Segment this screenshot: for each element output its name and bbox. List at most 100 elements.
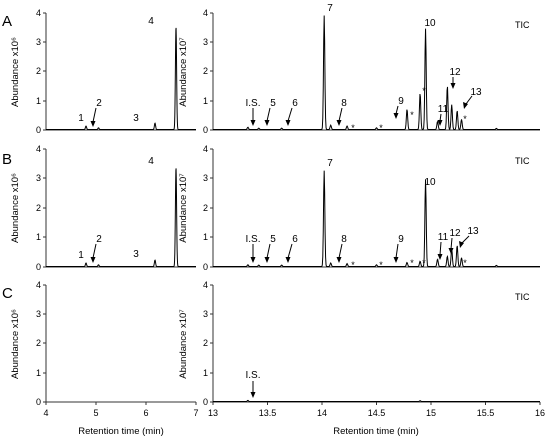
panel-a-right-ytick-1: 1 [203,96,208,106]
panel-b-peak-7: 7 [327,158,333,169]
panel-a-axes [43,12,540,131]
panel-c-right-ytick-2: 2 [203,338,208,348]
panel-b-star-2: * [379,260,383,270]
panel-a-yticks-marks [43,12,213,131]
panel-b-arrow-9 [393,243,399,263]
panel-b-yticks-marks [43,148,213,268]
panel-b-peak-12: 12 [449,228,461,239]
panel-b-peak-9: 9 [398,234,404,245]
panel-b-peak-5: 5 [270,234,276,245]
panel-b-arrow-11 [437,241,443,260]
panel-b-peak-1: 1 [78,250,84,261]
panel-a-peak-5: 5 [270,98,276,109]
panel-b-peak-8: 8 [341,234,347,245]
panel-b-arrow-6 [285,243,293,263]
panel-b-right-ytick-2: 2 [203,203,208,213]
panel-a-left-ytick-2: 2 [36,66,41,76]
panel-a-peak-4: 4 [148,16,154,27]
panel-c-right-ytick-4: 4 [203,280,208,290]
panel-c-left-yticks: 0 1 2 3 4 [36,280,41,407]
panel-c-right-ytick-1: 1 [203,368,208,378]
panel-c-right-yticks: 0 1 2 3 4 [203,280,208,407]
panel-c-right-xtick-13-5: 13.5 [259,408,277,418]
panel-c-tic-label: TIC [515,292,530,302]
panel-b-right-ytick-1: 1 [203,232,208,242]
panel-a-arrow-12 [450,77,456,89]
panel-a-arrow-is [250,108,256,126]
panel-c-right-trace [213,399,540,403]
panel-b-left-ytick-4: 4 [36,144,41,154]
panel-a-arrow-13 [463,95,473,109]
panel-c-right-xlabel: Retention time (min) [333,426,419,437]
panel-a-tic-label: TIC [515,20,530,30]
panel-b-peak-13: 13 [467,226,479,237]
panel-a-peak-is: I.S. [245,98,260,109]
panel-b-arrow-is [250,244,256,263]
panel-b-star-4: * [422,258,426,268]
panel-a-arrow-2 [90,107,97,127]
panel-a-left-ytick-4: 4 [36,8,41,18]
panel-b-peak-11: 11 [438,232,449,243]
panel-c-arrow-is [250,381,256,398]
panel-a-right-ytick-3: 3 [203,37,208,47]
panel-b-right-trace [213,170,540,268]
panel-a-left-ylabel: Abundance x10⁶ [10,37,21,107]
panel-a-arrow-6 [285,107,293,126]
panel-c-right-xtick-15: 15 [426,408,436,418]
panel-a-star-1: * [351,123,355,133]
panel-a-peak-7: 7 [327,3,333,14]
panel-a-peak-3: 3 [133,113,139,124]
panel-b-right-ytick-0: 0 [203,262,208,272]
panel-c-left-ytick-3: 3 [36,309,41,319]
panel-c-left-ylabel: Abundance x10⁶ [10,309,21,379]
panel-a: A TIC Abundance x10⁶ Abundance x10⁷ 0 1 … [2,3,540,135]
panel-a-left-ytick-1: 1 [36,96,41,106]
panel-c-right-xtick-14: 14 [317,408,327,418]
panel-b-label: B [2,151,12,168]
panel-c: C TIC Abundance x10⁶ Abundance x10⁷ 0 1 … [2,280,545,437]
panel-c-left-xtick-5: 5 [93,408,98,418]
panel-a-left-yticks: 0 1 2 3 4 [36,8,41,135]
panel-b-arrow-12 [448,237,454,254]
panel-a-right-ytick-2: 2 [203,66,208,76]
panel-b-arrow-8 [336,243,343,263]
panel-b-left-yticks: 0 1 2 3 4 [36,144,41,272]
panel-b-star-1: * [351,260,355,270]
panel-a-right-ylabel: Abundance x10⁷ [178,37,189,107]
panel-a-stars: * * * * * [351,86,467,133]
panel-b-peak-6: 6 [292,234,298,245]
panel-b-arrow-2 [90,243,97,263]
panel-b-star-5: * [463,258,467,268]
panel-a-peak-13: 13 [470,87,482,98]
panel-b-right-ylabel: Abundance x10⁷ [178,173,189,243]
panel-a-star-2: * [379,123,383,133]
panel-b-left-ytick-0: 0 [36,262,41,272]
panel-c-right-xticks: 13 13.5 14 14.5 15 15.5 16 [208,408,545,418]
panel-b-star-3: * [410,258,414,268]
panel-c-left-ytick-2: 2 [36,338,41,348]
panel-a-peak-labels: 1 2 3 4 I.S. 5 6 7 8 9 10 11 12 13 [78,3,482,124]
panel-b: B TIC Abundance x10⁶ Abundance x10⁷ 0 1 … [2,144,540,272]
panel-a-right-yticks: 0 1 2 3 4 [203,8,208,135]
panel-c-left-xtick-6: 6 [143,408,148,418]
panel-b-arrows [90,235,470,263]
panel-c-left-ytick-0: 0 [36,397,41,407]
panel-a-peak-11: 11 [438,104,449,115]
panel-b-peak-10: 10 [424,177,436,188]
panel-a-peak-10: 10 [424,18,436,29]
panel-c-xticks-marks [45,402,541,405]
panel-c-label: C [2,285,13,302]
panel-b-peak-3: 3 [133,249,139,260]
panel-a-left-trace [46,27,196,131]
panel-a-arrow-8 [336,107,343,126]
panel-a-arrow-5 [264,107,271,126]
panel-b-peak-4: 4 [148,156,154,167]
panel-a-peak-8: 8 [341,98,347,109]
panel-b-left-trace [46,168,196,268]
panel-b-left-ytick-2: 2 [36,203,41,213]
panel-c-left-xticks: 4 5 6 7 [43,408,198,418]
panel-a-right-ytick-0: 0 [203,125,208,135]
panel-a-peak-9: 9 [398,96,404,107]
panel-a-arrows [90,77,473,127]
